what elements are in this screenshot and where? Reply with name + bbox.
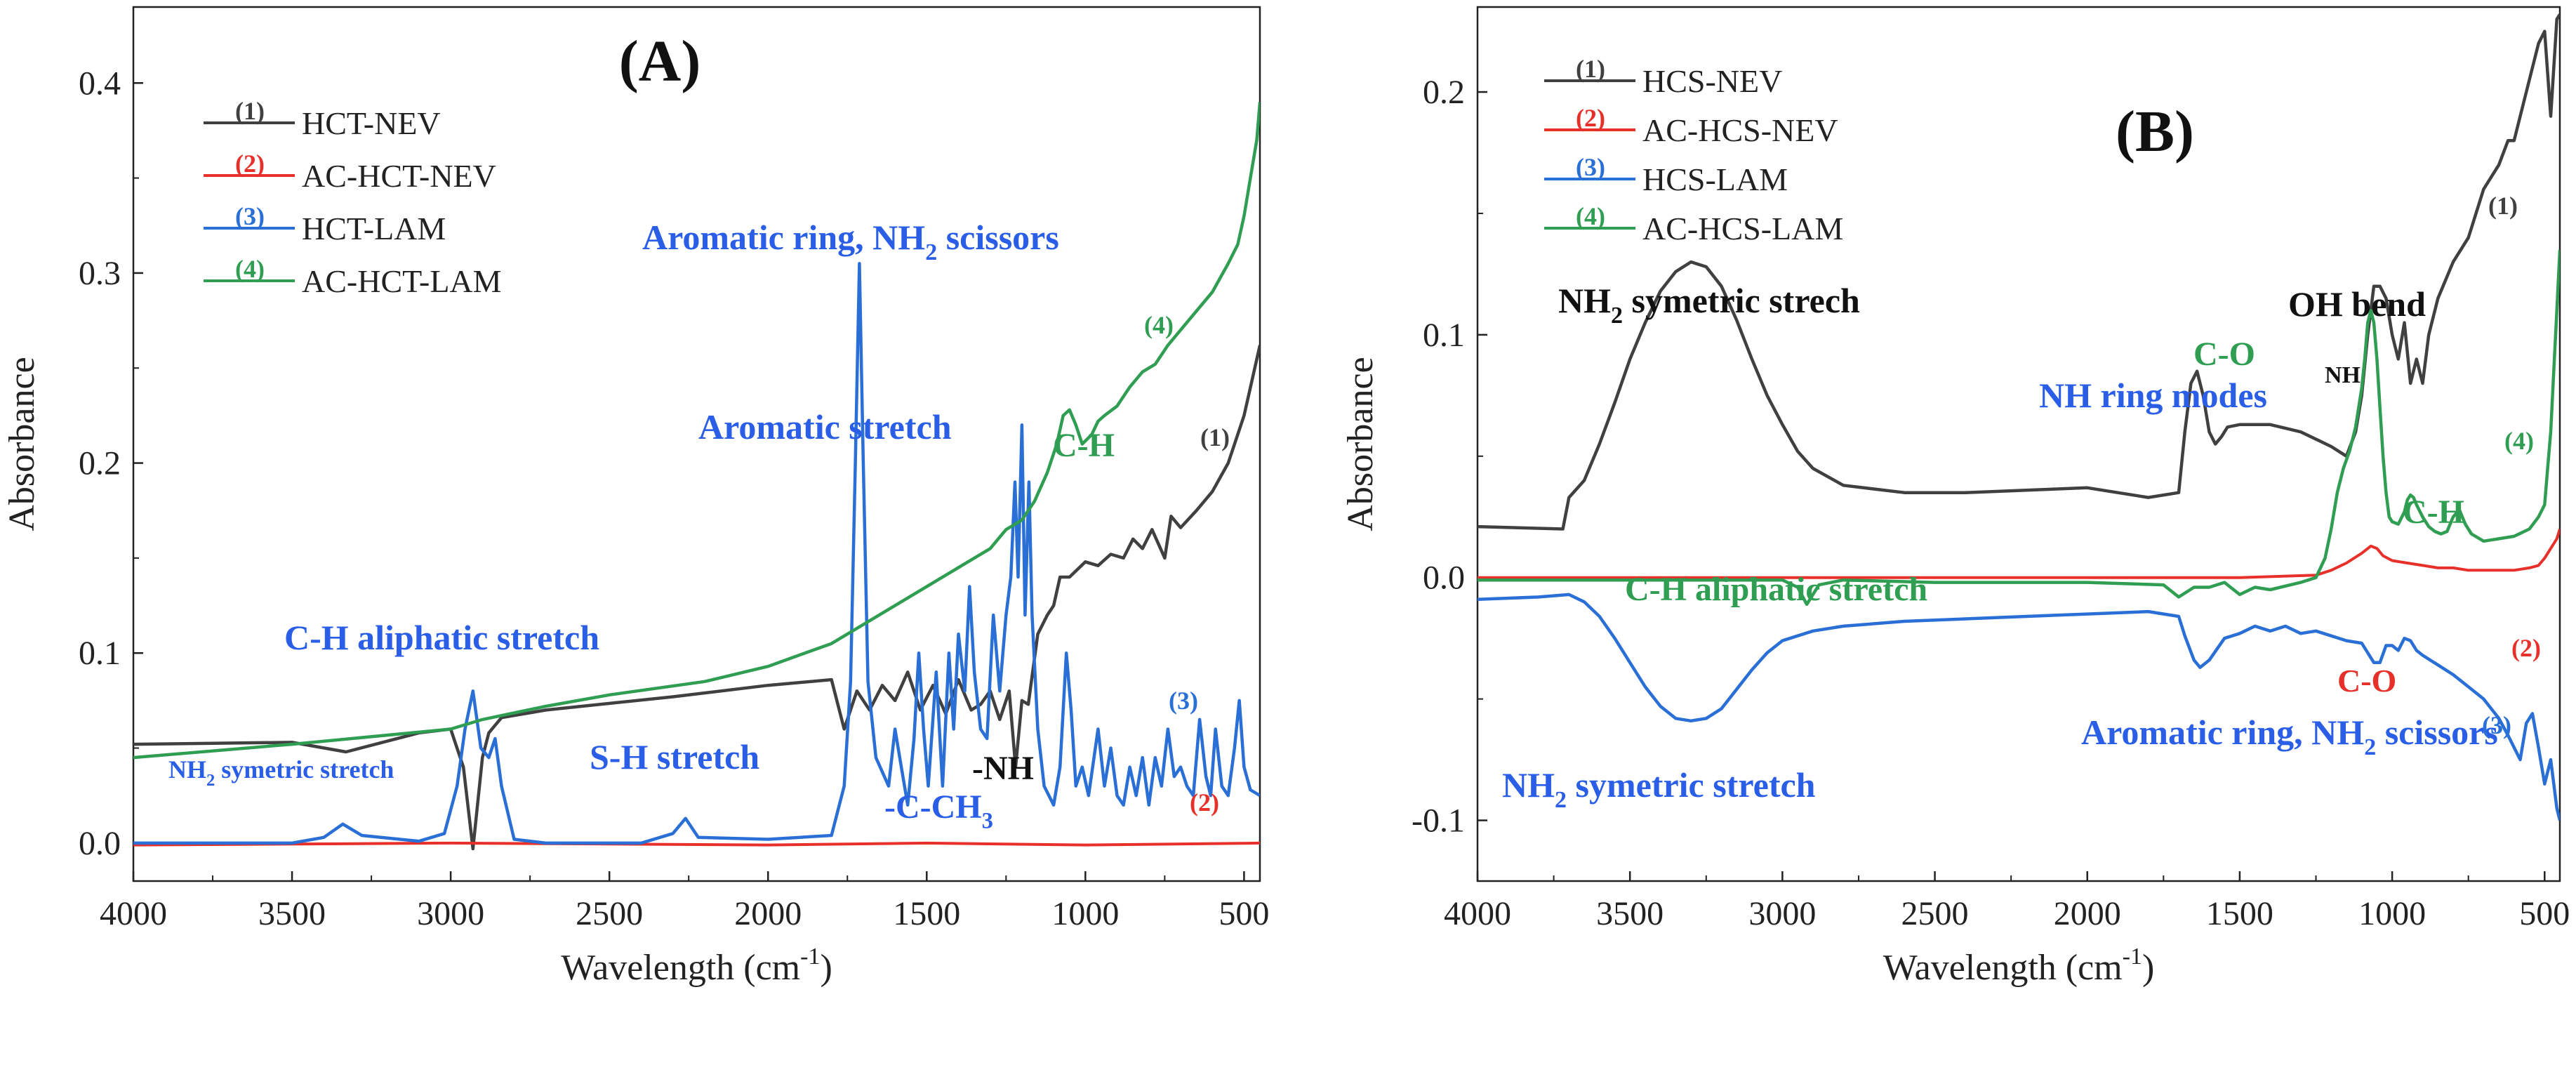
series-number-label: (1)	[2488, 192, 2518, 220]
annotation-aromatic-stretch: Aromatic stretch	[698, 407, 952, 446]
annotation-nh2-symetric-strech: NH2 symetric strech	[1558, 281, 1860, 329]
x-tick-label: 2000	[734, 895, 802, 932]
y-axis-label: Absorbance	[1341, 357, 1381, 531]
series-number-label: (2)	[2511, 634, 2541, 662]
legend-number: (2)	[1576, 104, 1605, 132]
x-tick-label: 3000	[417, 895, 484, 932]
plot-frame	[132, 6, 1261, 882]
series-number-label: (4)	[2504, 427, 2534, 455]
annotation-co-red: C-O	[2337, 663, 2396, 699]
annotation-nh-ring: NH ring modes	[2039, 376, 2267, 415]
legend-label: AC-HCS-NEV	[1642, 112, 1838, 148]
legend-label: HCS-NEV	[1642, 63, 1782, 99]
x-tick-label: 4000	[1444, 895, 1511, 932]
annotation-ch-aliphatic: C-H aliphatic stretch	[1625, 571, 1927, 608]
panel-title: (B)	[2116, 99, 2194, 164]
x-tick-label: 2500	[1901, 895, 1969, 932]
y-axis-label: Absorbance	[2, 357, 42, 531]
series-line-hct-nev	[133, 345, 1260, 851]
x-tick-label: 1000	[1051, 895, 1119, 932]
annotation-oh-bend: OH bend	[2288, 284, 2426, 324]
plot-frame	[1476, 6, 2561, 882]
x-axis-label: Wavelength (cm-1)	[561, 944, 832, 988]
legend-number: (2)	[235, 150, 265, 178]
x-tick-label: 500	[2519, 895, 2570, 932]
annotation-ch-aliphatic: C-H aliphatic stretch	[284, 618, 599, 657]
series-number-label: (3)	[1169, 687, 1198, 715]
x-axis-label: Wavelength (cm-1)	[1883, 944, 2155, 988]
legend-label: AC-HCT-NEV	[302, 158, 496, 194]
series-group	[1478, 13, 2560, 821]
x-tick-label: 3500	[1596, 895, 1664, 932]
legend-number: (4)	[1576, 202, 1605, 230]
legend-label: HCT-NEV	[302, 105, 441, 141]
series-line-hcs-lam	[1478, 593, 2560, 821]
y-tick-label: 0.2	[1423, 74, 1465, 111]
panel-b: 4000 3500 3000 2500 2000 1500 1000 500 -0.1 0.0 0.…	[1341, 6, 2570, 988]
annotation-nh2-symetric-stretch: NH2 symetric stretch	[1502, 765, 1816, 813]
y-tick-label: 0.4	[79, 65, 121, 102]
x-tick-label: 1000	[2358, 895, 2426, 932]
legend-label: HCS-LAM	[1642, 161, 1788, 197]
y-tick-label: 0.2	[79, 445, 121, 482]
y-tick-label: 0.3	[79, 255, 121, 292]
x-tick-label: 2500	[576, 895, 643, 932]
panel-a: 4000 3500 3000 2500 2000 1500 1000 500 0.0 0.1 0.2…	[2, 6, 1269, 988]
series-number-label: (3)	[2482, 711, 2511, 739]
y-tick-label: 0.1	[1423, 317, 1465, 354]
x-tick-label: 3500	[258, 895, 326, 932]
y-tick-label: 0.0	[1423, 560, 1465, 597]
y-tick-label: 0.0	[79, 825, 121, 862]
x-tick-label: 3000	[1748, 895, 1816, 932]
series-number-label: (4)	[1144, 311, 1174, 339]
annotation-cch3: -C-CH3	[884, 788, 993, 833]
legend-number: (1)	[235, 97, 265, 125]
annotation-nh-small: NH	[2325, 362, 2361, 388]
x-tick-label: 1500	[893, 895, 960, 932]
legend-label: AC-HCS-LAM	[1642, 211, 1843, 246]
legend-number: (1)	[1576, 55, 1605, 83]
x-tick-label: 500	[1219, 895, 1269, 932]
x-tick-label: 2000	[2054, 895, 2121, 932]
series-line-hcs-nev	[1478, 13, 2560, 531]
annotation-ch: C-H	[1053, 427, 1115, 464]
annotation-aromatic-ring: Aromatic ring, NH2 scissors	[2081, 713, 2498, 760]
annotation-nh2-symetric: NH2 symetric stretch	[168, 755, 394, 790]
series-number-label: (1)	[1200, 423, 1230, 451]
series-line-ac-hcs-lam	[1478, 249, 2560, 607]
panel-title: (A)	[619, 29, 701, 94]
legend-label: HCT-LAM	[302, 211, 446, 246]
legend-number: (3)	[1576, 153, 1605, 181]
x-tick-label: 1500	[2206, 895, 2273, 932]
annotation-sh-stretch: S-H stretch	[590, 737, 759, 776]
series-line-hct-lam	[133, 262, 1260, 845]
series-number-label: (2)	[1190, 788, 1219, 816]
x-tick-label: 4000	[100, 895, 167, 932]
legend-number: (3)	[235, 202, 265, 230]
legend-number: (4)	[235, 255, 265, 283]
annotation-ch-green: C-H	[2403, 494, 2464, 531]
annotation-nh: -NH	[972, 750, 1034, 787]
y-tick-label: 0.1	[79, 635, 121, 672]
annotation-aromatic-ring: Aromatic ring, NH2 scissors	[642, 218, 1059, 265]
legend-label: AC-HCT-LAM	[302, 263, 502, 299]
annotation-co-green: C-O	[2193, 336, 2255, 373]
y-tick-label: -0.1	[1412, 802, 1465, 840]
series-group	[133, 102, 1260, 851]
series-line-ac-hct-lam	[133, 102, 1260, 760]
series-line-ac-hct-nev	[133, 841, 1260, 847]
